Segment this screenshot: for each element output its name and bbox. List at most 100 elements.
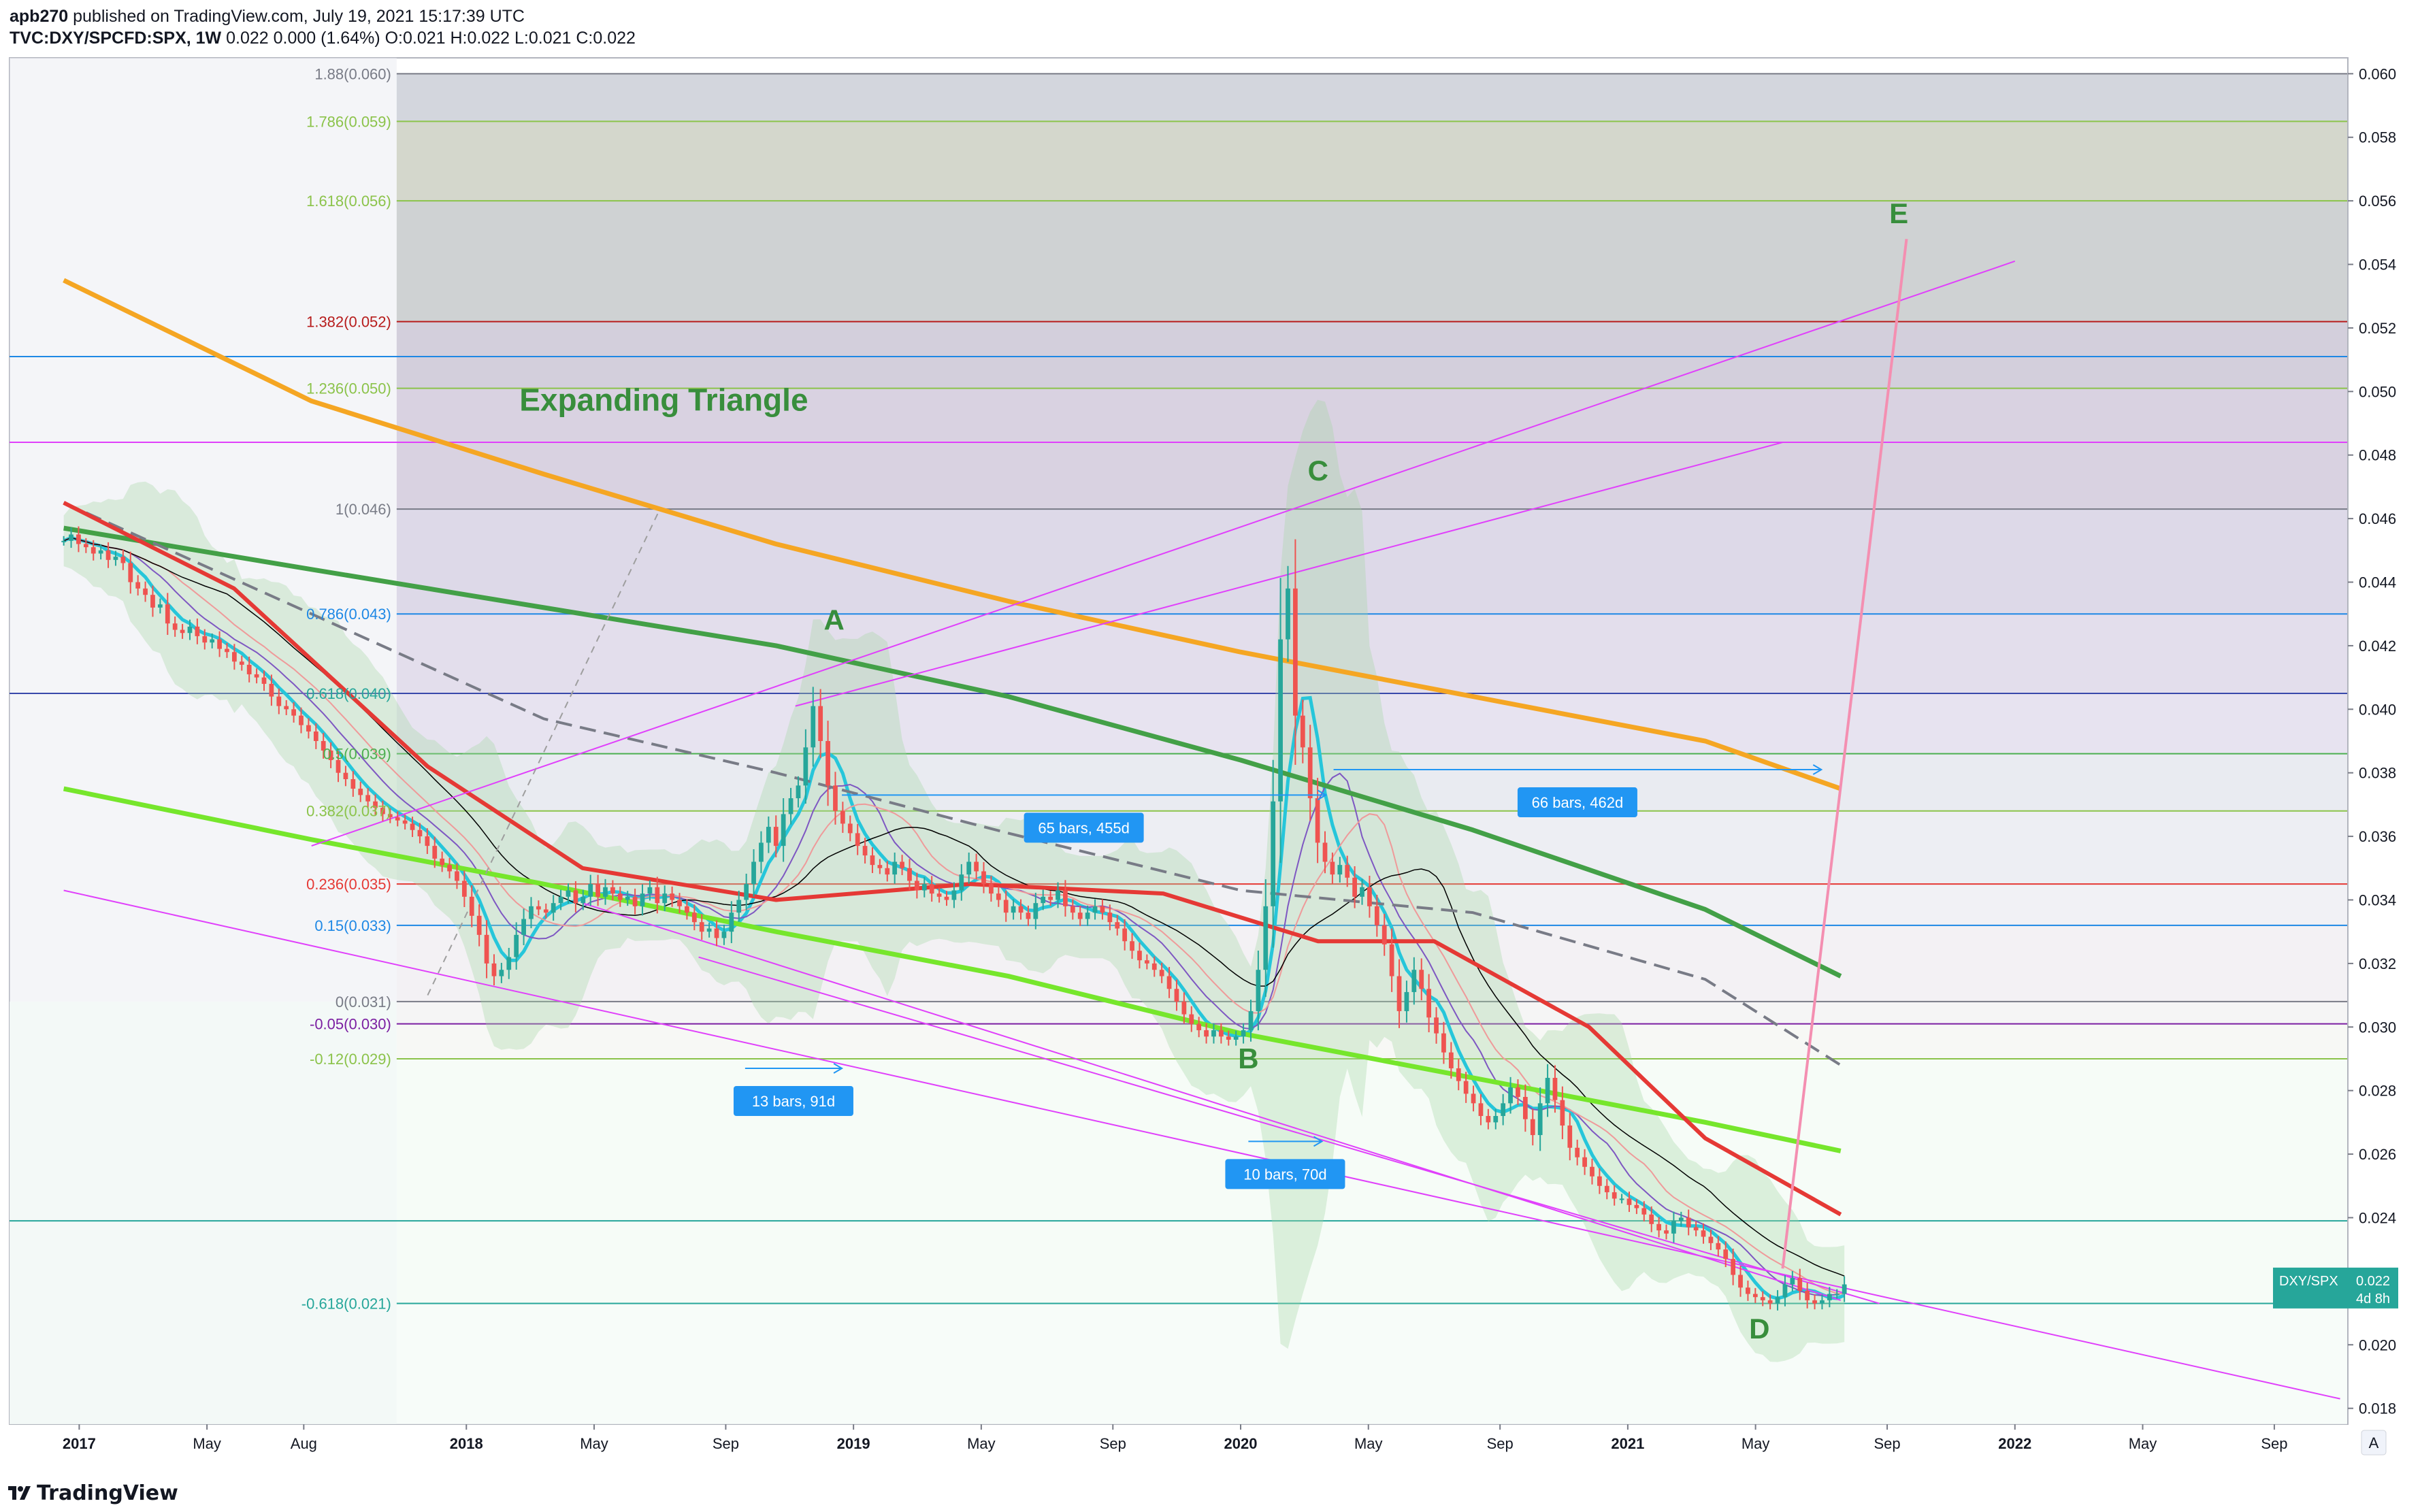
candle-body	[915, 881, 919, 891]
time-tick-label: 2022	[1998, 1435, 2031, 1452]
candle-body	[989, 884, 994, 894]
candle-body	[336, 760, 341, 773]
fib-level-label: 1(0.046)	[336, 501, 391, 518]
price-tag-box	[2273, 1267, 2398, 1309]
range-arrowhead	[833, 1063, 844, 1074]
candle-body	[1166, 976, 1172, 989]
candle-body	[225, 648, 229, 653]
candle-body	[929, 884, 934, 894]
candle-body	[83, 544, 88, 548]
candle-body	[1226, 1036, 1231, 1040]
fib-zone	[396, 1058, 2348, 1304]
time-tick-label: May	[193, 1435, 221, 1452]
trendline	[582, 902, 1842, 1301]
time-axis[interactable]: 2017 May Aug 2018 May Sep 2019 May Sep 2020 May Sep…	[63, 1424, 2288, 1452]
candle-body	[951, 890, 957, 900]
fib-level-label: 1.88(0.060)	[314, 65, 391, 82]
candle-body	[1300, 715, 1305, 748]
candle-body	[1233, 1036, 1239, 1040]
wave-label: E	[1889, 197, 1908, 229]
fib-level-label: 0.786(0.043)	[306, 606, 391, 623]
candle-body	[662, 893, 668, 904]
ohlc-values: 0.022 0.000 (1.64%) O:0.021 H:0.022 L:0.…	[221, 29, 636, 48]
candle-body	[1693, 1227, 1699, 1231]
fib-zone	[396, 1001, 2348, 1024]
price-tick-label: 0.048	[2359, 447, 2396, 464]
candle-body	[1048, 896, 1053, 900]
candle-body	[1271, 801, 1276, 906]
candle-body	[113, 557, 118, 560]
candle-body	[766, 827, 771, 843]
fib-level-label: 1.382(0.052)	[306, 314, 391, 331]
candle-body	[491, 963, 497, 976]
candle-body	[521, 919, 526, 935]
candle-body	[69, 534, 73, 541]
candles	[61, 526, 1847, 1311]
candle-body	[655, 887, 660, 904]
candle-body	[581, 896, 586, 904]
candle-body	[781, 814, 786, 847]
fib-level-label: 0(0.031)	[336, 993, 391, 1010]
candle-body	[1834, 1294, 1839, 1296]
trendline	[698, 956, 1880, 1304]
candle-body	[1619, 1198, 1624, 1200]
candle-body	[1537, 1103, 1543, 1136]
candle-body	[818, 706, 823, 741]
time-tick-label: 2019	[837, 1435, 870, 1452]
fib-zone	[396, 1303, 2348, 1424]
candle-body	[291, 709, 296, 716]
candle-body	[432, 846, 438, 859]
candle-body	[1671, 1221, 1676, 1234]
tradingview-branding[interactable]: TradingView	[7, 1479, 178, 1507]
candle-body	[1752, 1294, 1758, 1298]
candle-body	[1315, 798, 1320, 843]
candle-body	[135, 582, 141, 589]
candle-body	[246, 664, 252, 674]
candle-body	[202, 636, 208, 643]
candle-body	[595, 884, 600, 897]
candle-body	[543, 909, 549, 913]
candle-body	[1738, 1275, 1743, 1288]
candle-body	[647, 887, 653, 894]
candle-body	[365, 795, 371, 802]
candle-body	[706, 928, 712, 932]
candle-body	[387, 814, 393, 818]
fib-level-label: -0.618(0.021)	[301, 1296, 391, 1313]
candle-body	[98, 550, 103, 554]
candle-body	[1419, 970, 1424, 989]
candle-body	[1582, 1157, 1587, 1167]
price-axis[interactable]: 0.060 0.058 0.056 0.054 0.052 0.050 0.048 0.046…	[2347, 58, 2396, 1424]
candle-body	[1708, 1236, 1714, 1243]
candle-body	[1122, 928, 1128, 942]
candle-body	[1626, 1198, 1632, 1205]
price-tick-label: 0.046	[2359, 510, 2396, 527]
price-tick-label: 0.060	[2359, 65, 2396, 82]
time-tick-label: Sep	[1874, 1435, 1900, 1452]
candle-body	[395, 817, 400, 821]
candle-body	[699, 922, 704, 932]
trendlines	[63, 238, 2340, 1400]
candle-body	[1552, 1077, 1558, 1100]
candle-body	[157, 604, 163, 608]
scale-settings-button[interactable]: A	[2361, 1430, 2387, 1456]
candle-body	[1790, 1278, 1795, 1285]
candle-body	[1686, 1217, 1691, 1228]
candle-body	[1508, 1087, 1513, 1104]
candle-body	[1115, 922, 1120, 929]
candle-body	[788, 798, 794, 815]
price-tick-label: 0.056	[2359, 193, 2396, 210]
candle-body	[862, 846, 868, 856]
wave-label: Expanding Triangle	[519, 382, 808, 417]
candle-body	[1590, 1166, 1595, 1177]
candle-body	[855, 833, 860, 847]
candle-body	[617, 893, 623, 900]
candle-body	[61, 540, 67, 542]
candle-body	[1033, 903, 1039, 919]
candle-body	[180, 629, 185, 634]
candle-body	[1522, 1097, 1528, 1119]
candle-body	[1374, 906, 1379, 925]
wave-label: A	[824, 604, 845, 636]
candle-body	[1746, 1287, 1750, 1294]
candle-body	[959, 874, 964, 891]
